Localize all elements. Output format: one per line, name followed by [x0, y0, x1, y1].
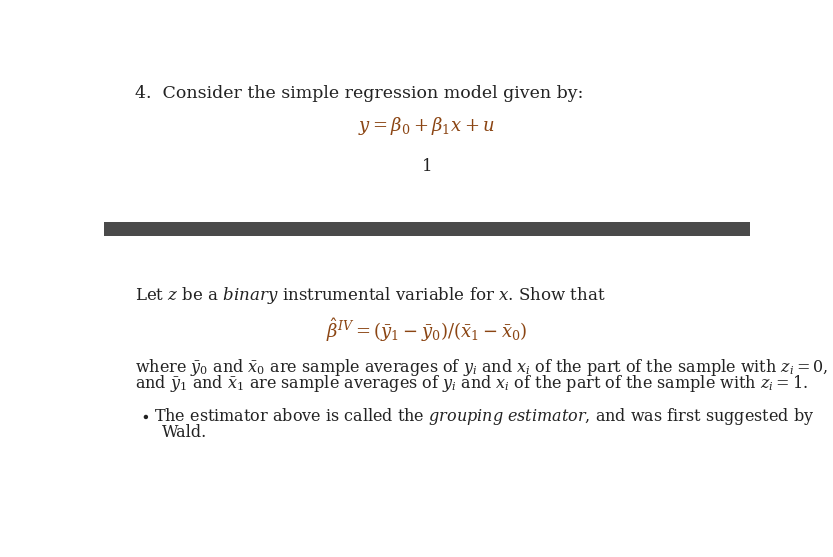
- Text: 1: 1: [421, 158, 432, 175]
- Text: Wald.: Wald.: [162, 424, 207, 441]
- Text: and $\bar{y}_1$ and $\bar{x}_1$ are sample averages of $y_i$ and $x_i$ of the pa: and $\bar{y}_1$ and $\bar{x}_1$ are samp…: [135, 373, 808, 394]
- Text: $\bullet$: $\bullet$: [141, 408, 149, 425]
- Text: 4.  Consider the simple regression model given by:: 4. Consider the simple regression model …: [135, 85, 583, 102]
- Text: $y = \beta_0 + \beta_1 x + u$: $y = \beta_0 + \beta_1 x + u$: [358, 115, 496, 137]
- Text: The estimator above is called the $\mathit{grouping\ estimator}$, and was first : The estimator above is called the $\math…: [154, 406, 814, 427]
- Text: Let $z$ be a $\mathit{binary}$ instrumental variable for $x$. Show that: Let $z$ be a $\mathit{binary}$ instrumen…: [135, 285, 606, 305]
- Text: where $\bar{y}_0$ and $\bar{x}_0$ are sample averages of $y_i$ and $x_i$ of the : where $\bar{y}_0$ and $\bar{x}_0$ are sa…: [135, 356, 829, 378]
- Bar: [104, 222, 750, 236]
- Text: $\hat{\beta}^{IV} = (\bar{y}_1 - \bar{y}_0)/(\bar{x}_1 - \bar{x}_0)$: $\hat{\beta}^{IV} = (\bar{y}_1 - \bar{y}…: [326, 317, 528, 344]
